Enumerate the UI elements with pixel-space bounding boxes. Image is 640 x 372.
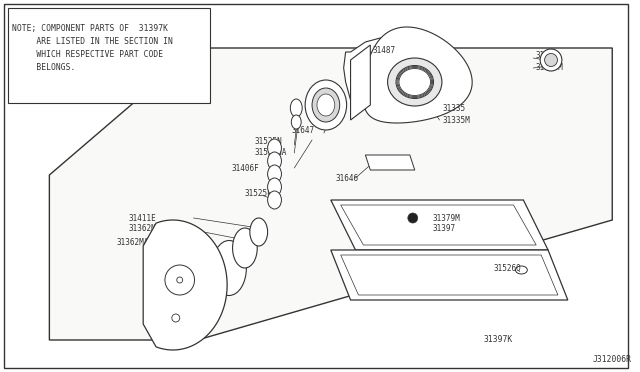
Ellipse shape <box>396 65 433 99</box>
Ellipse shape <box>268 191 282 209</box>
Ellipse shape <box>212 241 246 295</box>
Ellipse shape <box>250 218 268 246</box>
Polygon shape <box>49 48 612 340</box>
Text: 31397K: 31397K <box>484 336 513 344</box>
Ellipse shape <box>545 54 557 67</box>
Ellipse shape <box>291 115 301 129</box>
Polygon shape <box>143 220 227 350</box>
Text: 31336M: 31336M <box>535 62 563 71</box>
Polygon shape <box>365 155 415 170</box>
Ellipse shape <box>408 213 418 223</box>
Polygon shape <box>344 36 454 115</box>
Text: J312006R: J312006R <box>593 356 632 365</box>
Polygon shape <box>331 250 568 300</box>
Text: 31525N: 31525N <box>255 137 282 145</box>
Ellipse shape <box>232 228 257 268</box>
Text: 31406F: 31406F <box>231 164 259 173</box>
Text: NOTE; COMPONENT PARTS OF  31397K
     ARE LISTED IN THE SECTION IN
     WHICH RE: NOTE; COMPONENT PARTS OF 31397K ARE LIST… <box>12 24 173 71</box>
Text: 31362M: 31362M <box>129 224 156 232</box>
Ellipse shape <box>305 80 347 130</box>
Ellipse shape <box>291 99 302 117</box>
Text: 31526Q: 31526Q <box>493 263 522 273</box>
Ellipse shape <box>268 165 282 183</box>
Ellipse shape <box>312 88 340 122</box>
Bar <box>8 8 211 103</box>
Ellipse shape <box>268 139 282 157</box>
Ellipse shape <box>268 178 282 196</box>
Text: 31335: 31335 <box>442 103 465 112</box>
Text: 31379M: 31379M <box>433 214 460 222</box>
Ellipse shape <box>268 152 282 170</box>
Ellipse shape <box>540 49 562 71</box>
Text: 31411E: 31411E <box>129 214 156 222</box>
Text: 31647: 31647 <box>291 125 314 135</box>
Text: 31335M: 31335M <box>442 115 470 125</box>
Polygon shape <box>363 27 472 123</box>
Text: 31646: 31646 <box>336 173 359 183</box>
Ellipse shape <box>388 58 442 106</box>
Text: 31344: 31344 <box>173 337 196 346</box>
Ellipse shape <box>317 94 335 116</box>
Polygon shape <box>351 45 371 120</box>
Text: 31525P: 31525P <box>245 189 273 198</box>
Text: 31525NA: 31525NA <box>255 148 287 157</box>
Text: 31397: 31397 <box>433 224 456 232</box>
Polygon shape <box>331 200 548 250</box>
Text: 31487: 31487 <box>372 45 396 55</box>
Text: 31362MA: 31362MA <box>116 237 149 247</box>
Text: 31336: 31336 <box>535 51 558 60</box>
